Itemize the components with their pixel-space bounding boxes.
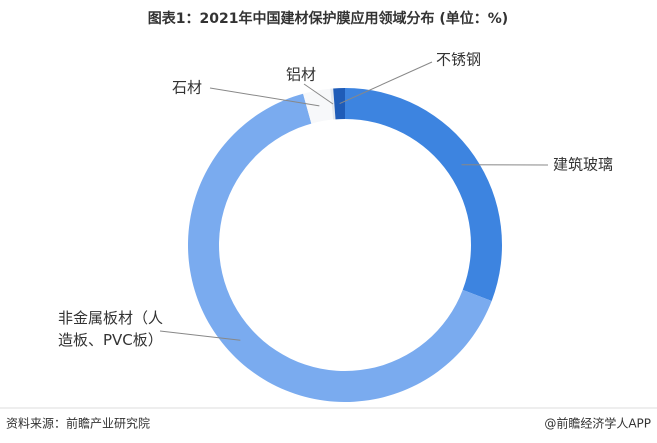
- leader-line: [159, 330, 241, 341]
- slice-label: 不锈钢: [436, 51, 481, 69]
- donut-slice: [333, 88, 345, 120]
- chart-title: 图表1：2021年中国建材保护膜应用领域分布 (单位：%): [148, 10, 508, 27]
- source: 资料来源：前瞻产业研究院: [6, 416, 150, 431]
- slice-label: 建筑玻璃: [553, 156, 613, 174]
- leader-line: [303, 83, 334, 105]
- slice-label: 石材: [172, 79, 202, 97]
- leader-line: [339, 61, 433, 105]
- slice-label: 铝材: [286, 66, 316, 84]
- slice-label: 非金属板材（人造板、PVC板）: [58, 309, 164, 349]
- footer: @前瞻经济学人APP: [544, 416, 651, 431]
- donut-slice: [345, 88, 502, 301]
- leader-line: [209, 87, 320, 107]
